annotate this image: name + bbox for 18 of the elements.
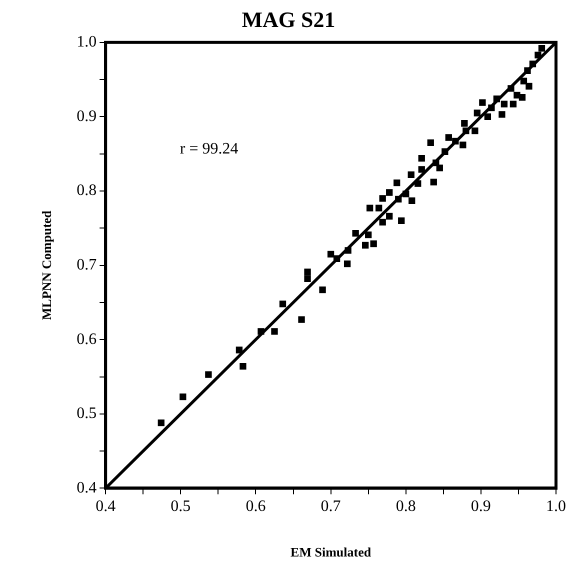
y-tick-label: 0.4: [76, 479, 97, 496]
x-tick-label: 0.9: [470, 498, 491, 516]
y-tick-label: 0.7: [76, 256, 97, 274]
y-tick-label: 0.5: [76, 405, 97, 422]
y-tick-label: 0.9: [76, 108, 97, 125]
x-tick-label: 0.5: [170, 498, 191, 516]
y-tick-label: 0.8: [76, 182, 97, 200]
annotation: r = 99.24: [180, 140, 238, 158]
y-tick-label: 0.6: [76, 330, 97, 348]
chart-title: MAG S21: [242, 6, 336, 32]
x-tick-label: 1.0: [546, 498, 566, 516]
x-tick-label: 0.7: [320, 498, 341, 516]
x-tick-label: 0.6: [246, 498, 266, 516]
y-axis-title: MLPNN Computed: [39, 210, 54, 320]
x-axis-title: EM Simulated: [290, 544, 372, 560]
x-tick-label: 0.8: [396, 498, 416, 516]
x-tick-label: 0.4: [96, 498, 116, 516]
y-tick-label: 1.0: [76, 34, 97, 51]
